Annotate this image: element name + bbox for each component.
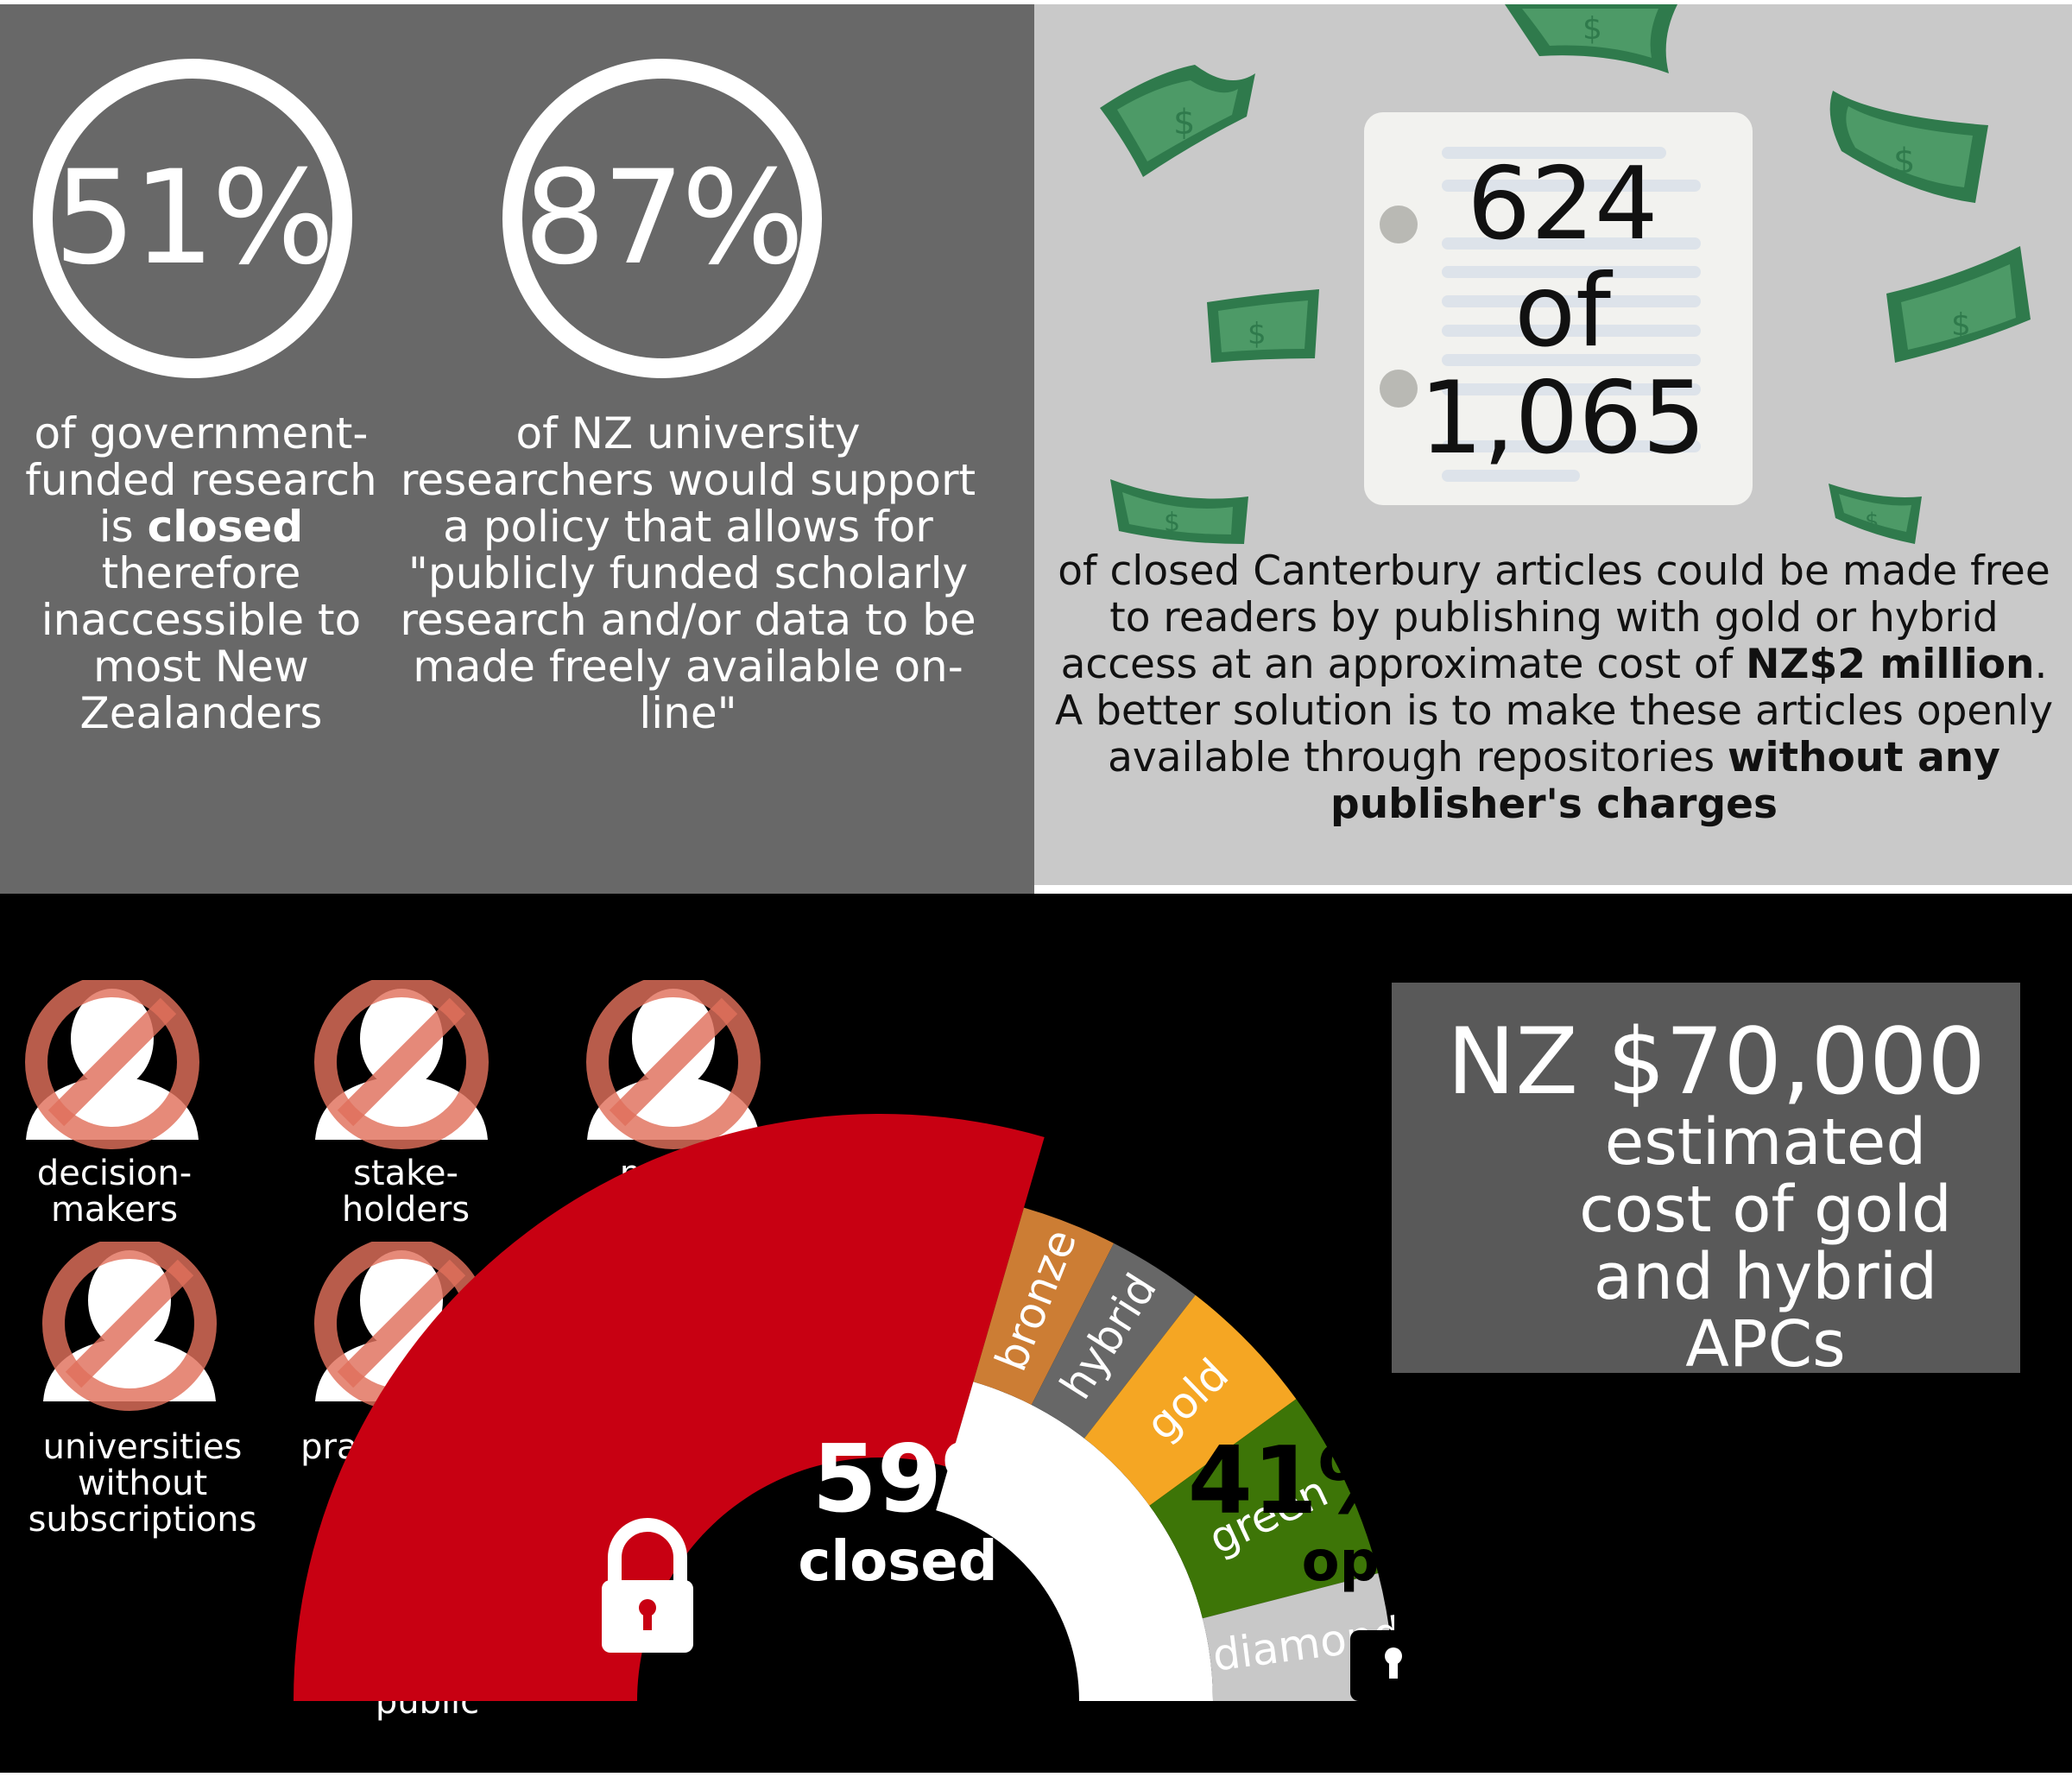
money-bill-icon: $ [1886,246,2031,363]
group-label-decision-makers: decision- makers [0,1155,229,1228]
stat-value-87: 87% [523,143,804,294]
canterbury-panel: $ $ $ $ $ $ $ [1034,4,2072,885]
svg-text:$: $ [1865,509,1879,534]
group-label-line: decision- [36,1154,193,1193]
diamond-segment [1202,1573,1395,1701]
money-bill-icon: $ [1505,4,1677,73]
apc-caption-line: estimated [1604,1105,1927,1179]
svg-text:$: $ [1893,142,1915,181]
group-label-universities: universities without subscriptions [0,1429,285,1538]
no-access-person-icon [586,980,761,1149]
paper-line [1442,237,1701,250]
gold-segment [1083,1294,1297,1506]
stat-desc-part: therefore inaccessible to most New Zeala… [41,548,362,738]
apc-amount: NZ $70,000 [1447,1009,1986,1115]
paper-hole [1380,206,1418,243]
count-line: 1,065 [1418,360,1707,477]
paper-line [1442,383,1701,395]
svg-text:$: $ [1951,307,1971,343]
count-line: of [1514,253,1611,370]
money-bill-icon: $ [1829,91,1988,203]
closed-label: closed [798,1530,997,1594]
group-label-line: subscriptions [28,1500,257,1540]
stat-desc-bold: closed [147,502,304,552]
paper-line [1442,147,1666,159]
money-bill-icon: $ [1829,484,1922,544]
canterbury-text-part: of closed Canterbury articles could be m… [1058,547,2050,688]
lock-closed-icon [602,1518,693,1653]
svg-text:$: $ [1164,508,1180,538]
count-line: 624 [1467,146,1658,262]
canterbury-cost: NZ$2 million [1746,641,2035,688]
paper-line [1442,470,1580,482]
group-label-line: holders [341,1190,471,1230]
paper-line [1442,325,1701,337]
group-label-stakeholders: stake- holders [294,1155,518,1228]
paper-line [1442,180,1701,192]
hybrid-segment [1031,1243,1196,1439]
canterbury-description: of closed Canterbury articles could be m… [1045,548,2063,828]
open-segment [936,1382,1213,1701]
closed-percent-label: 59% [812,1426,1036,1534]
money-bill-icon: $ [1207,289,1319,363]
apc-caption-line: cost of gold [1579,1173,1952,1247]
no-access-person-icon [314,980,489,1149]
paper-line [1442,295,1701,307]
group-label-line: without [77,1464,208,1503]
closed-segment [294,1113,1045,1701]
group-label-line: stake- [353,1154,458,1193]
paper-hole [1380,370,1418,408]
svg-text:$: $ [1173,103,1195,142]
lock-open-icon [1350,1557,1469,1701]
money-bill-icon: $ [1110,479,1248,544]
group-label-line: universities [42,1427,243,1467]
closed-article-count: 624 of 1,065 [1364,151,1761,472]
money-bill-icon: $ [1100,65,1255,177]
stat-value-51: 51% [54,143,334,294]
apc-caption: estimated cost of gold and hybrid APCs [1554,1109,1977,1378]
open-percent-label: 41% [1188,1427,1412,1535]
no-access-person-icon [42,1242,217,1411]
green-segment [1149,1399,1379,1619]
paper-line [1442,440,1701,452]
no-access-person-icon [25,980,199,1149]
bronze-segment [973,1207,1115,1405]
canterbury-text-part: . A better solution is to make these art… [1054,641,2054,781]
apc-cost-box [1392,983,2020,1373]
stat-description-closed-research: of government-funded research is closed … [24,410,378,737]
document-icon: 624 of 1,065 [1364,112,1753,505]
svg-text:$: $ [1582,11,1602,47]
svg-text:$: $ [1248,317,1267,351]
group-label-line: makers [50,1190,179,1230]
paper-line [1442,354,1701,366]
stat-desc-part: of government-funded research is [25,408,377,552]
apc-caption-line: APCs [1685,1307,1846,1382]
paper-line [1442,266,1701,278]
stat-description-researchers: of NZ university researchers would suppo… [400,408,976,738]
canterbury-text-bold: without any publisher's charges [1330,734,2000,828]
apc-caption-line: and hybrid [1593,1240,1938,1314]
